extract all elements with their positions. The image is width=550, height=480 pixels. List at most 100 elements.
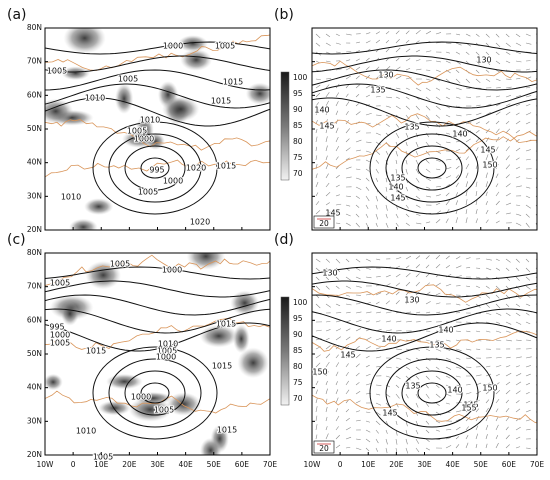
contour-label: 1015 <box>216 320 236 329</box>
lon-label: 30E <box>150 460 165 469</box>
lon-label: 50E <box>474 460 489 469</box>
contour-label: 145 <box>390 194 405 203</box>
lon-label: 20E <box>122 460 137 469</box>
colorbar-label: 95 <box>293 89 303 98</box>
colorbar-label: 100 <box>293 73 308 82</box>
panel-label: (d) <box>274 232 294 248</box>
colorbar-label: 70 <box>293 169 303 178</box>
contour-label: 155 <box>461 404 476 413</box>
map-panel: 1005100010059951000100510151015101010051… <box>7 232 308 469</box>
contour-label: 1005 <box>50 279 70 288</box>
lon-label: 70E <box>530 460 545 469</box>
contour-label: 1015 <box>216 162 236 171</box>
contour-label: 130 <box>378 71 393 80</box>
lat-label: 40N <box>27 158 42 167</box>
shading-blob <box>84 198 113 215</box>
lon-label: 10E <box>361 460 376 469</box>
colorbar <box>281 72 289 180</box>
lon-label: 40E <box>445 460 460 469</box>
contour-label: 1005 <box>215 42 235 51</box>
shading-blob <box>180 49 212 71</box>
vector-key-label: 20 <box>319 444 329 453</box>
contour-label: 1010 <box>76 427 96 436</box>
colorbar-label: 95 <box>293 314 303 323</box>
contour-label: 1005 <box>47 67 67 76</box>
colorbar-label: 70 <box>293 394 303 403</box>
shading-blob <box>98 401 131 416</box>
contour-label: 145 <box>340 351 355 360</box>
panel-frame <box>312 28 537 230</box>
colorbar-label: 100 <box>293 298 308 307</box>
contour-label: 150 <box>482 161 497 170</box>
contour-label: 140 <box>452 130 467 139</box>
contour-label: 1015 <box>212 362 232 371</box>
lat-label: 20N <box>27 450 42 459</box>
lat-label: 30N <box>27 191 42 200</box>
shading-blob <box>63 22 105 53</box>
contour-label: 135 <box>429 341 444 350</box>
contour-label: 140 <box>388 183 403 192</box>
contour-label: 1020 <box>190 218 210 227</box>
colorbar-label: 75 <box>293 153 303 162</box>
contour-label: 1015 <box>223 78 243 87</box>
colorbar-label: 90 <box>293 330 303 339</box>
colorbar-label: 90 <box>293 105 303 114</box>
contour-label: 1000 <box>163 42 183 51</box>
contour-label: 130 <box>404 296 419 305</box>
contour-label: 135 <box>405 382 420 391</box>
contour-label: 1000 <box>156 353 176 362</box>
contour-label: 140 <box>381 335 396 344</box>
contour-label: 1000 <box>131 393 151 402</box>
lon-label: 10E <box>94 460 109 469</box>
contour-label: 135 <box>370 86 385 95</box>
lon-label: 20E <box>389 460 404 469</box>
lon-label: 60E <box>235 460 250 469</box>
lat-label: 30N <box>27 416 42 425</box>
shading-blob <box>233 324 250 353</box>
contour-label: 130 <box>476 56 491 65</box>
contour-label: 1000 <box>134 135 154 144</box>
contour-label: 135 <box>404 123 419 132</box>
colorbar-label: 80 <box>293 137 303 146</box>
lat-label: 50N <box>27 124 42 133</box>
lat-label: 70N <box>27 282 42 291</box>
lon-label: 50E <box>207 460 222 469</box>
colorbar-label: 80 <box>293 362 303 371</box>
contour-label: 1005 <box>50 339 70 348</box>
lat-label: 60N <box>27 315 42 324</box>
lat-label: 40N <box>27 383 42 392</box>
contour-label: 135 <box>390 174 405 183</box>
panel-label: (b) <box>274 7 294 23</box>
lat-label: 60N <box>27 90 42 99</box>
lon-label: 70E <box>263 460 278 469</box>
contour-label: 1005 <box>118 75 138 84</box>
contour-label: 1005 <box>154 406 174 415</box>
contour-label: 145 <box>319 122 334 131</box>
lon-label: 0 <box>71 460 76 469</box>
colorbar-label: 75 <box>293 378 303 387</box>
contour-label: 995 <box>149 166 164 175</box>
lat-label: 80N <box>27 23 42 32</box>
lat-label: 50N <box>27 349 42 358</box>
lon-label: 10W <box>304 460 322 469</box>
lat-label: 70N <box>27 57 42 66</box>
contour-label: 145 <box>382 409 397 418</box>
panel-label: (a) <box>7 7 27 23</box>
contour-label: 1010 <box>61 193 81 202</box>
lon-label: 10W <box>37 460 55 469</box>
lon-label: 0 <box>338 460 343 469</box>
contour-label: 150 <box>312 368 327 377</box>
contour-label: 1020 <box>186 164 206 173</box>
lon-label: 30E <box>417 460 432 469</box>
colorbar-label: 85 <box>293 121 303 130</box>
contour-label: 1015 <box>211 97 231 106</box>
contour-label: 145 <box>480 146 495 155</box>
colorbar-label: 85 <box>293 346 303 355</box>
contour-label: 140 <box>314 106 329 115</box>
contour-label: 1015 <box>217 426 237 435</box>
contour-label: 150 <box>482 384 497 393</box>
